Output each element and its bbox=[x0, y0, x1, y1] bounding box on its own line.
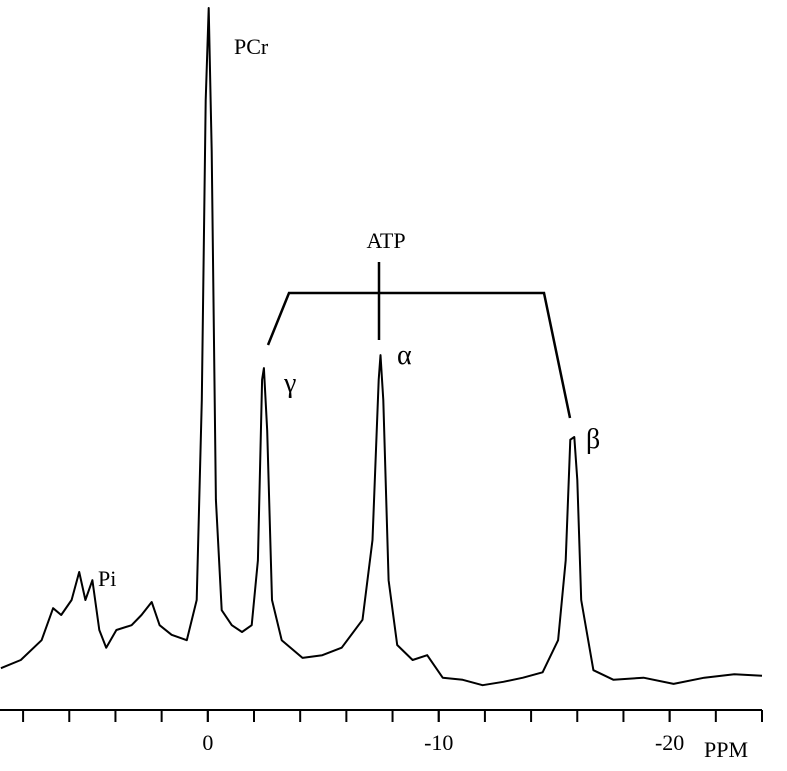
annotation: β bbox=[586, 424, 600, 455]
annotation: γ bbox=[283, 368, 296, 399]
atp-bracket bbox=[266, 262, 572, 419]
x-tick-label: -10 bbox=[424, 730, 453, 755]
annotation: Pi bbox=[98, 566, 116, 591]
annotation: ATP bbox=[366, 228, 405, 253]
spectrum-line bbox=[0, 7, 763, 687]
x-tick-label: -20 bbox=[655, 730, 684, 755]
annotation: α bbox=[397, 340, 412, 371]
annotation: PCr bbox=[234, 34, 269, 59]
x-axis-label: PPM bbox=[704, 737, 748, 762]
bracket bbox=[266, 291, 572, 419]
x-tick-label: 0 bbox=[202, 730, 213, 755]
